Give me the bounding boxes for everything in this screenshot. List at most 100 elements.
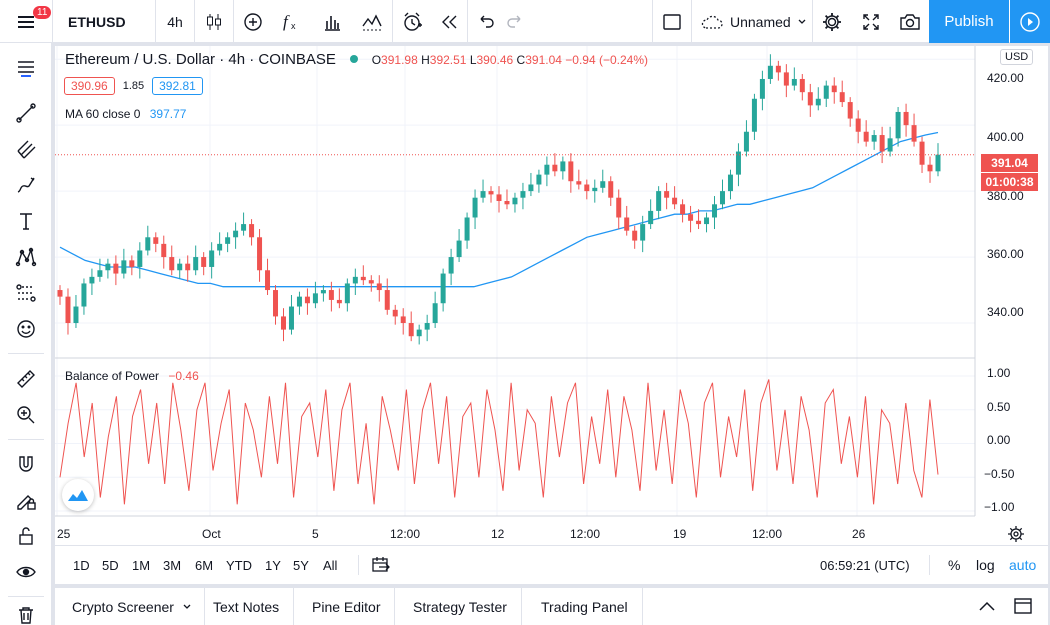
- candle-body: [185, 263, 191, 271]
- hide-drawings-tool[interactable]: [0, 554, 52, 590]
- settings-button[interactable]: [813, 0, 851, 43]
- ma-legend[interactable]: MA 60 close 0 397.77: [65, 107, 187, 121]
- currency-label[interactable]: USD: [1000, 49, 1034, 65]
- sell-button[interactable]: 390.96: [64, 77, 115, 95]
- emoji-tool[interactable]: [0, 311, 52, 347]
- candle-body: [161, 243, 167, 258]
- bid-ask-box: 390.96 1.85 392.81: [64, 77, 203, 95]
- tab-trading-panel[interactable]: Trading Panel: [527, 588, 643, 625]
- candle-body: [273, 290, 279, 317]
- lock-all-tool[interactable]: [0, 518, 52, 554]
- candle-body: [791, 78, 797, 86]
- tab-text-notes[interactable]: Text Notes: [199, 588, 295, 625]
- chart-settings-button[interactable]: [1007, 525, 1025, 546]
- range-button[interactable]: 5Y: [293, 557, 309, 573]
- grid-lines: [55, 46, 976, 517]
- series-title[interactable]: Ethereum / U.S. Dollar · 4h · COINBASE: [65, 51, 336, 68]
- snapshot-button[interactable]: [891, 0, 929, 43]
- range-button[interactable]: 6M: [195, 557, 214, 573]
- lock-drawing-tool[interactable]: [0, 482, 52, 518]
- range-button[interactable]: 1Y: [265, 557, 281, 573]
- candle-body: [656, 191, 662, 211]
- log-toggle[interactable]: log: [976, 557, 995, 573]
- remove-drawings-tool[interactable]: [0, 599, 52, 625]
- fullscreen-button[interactable]: [851, 0, 891, 43]
- magnet-tool[interactable]: [0, 446, 52, 482]
- range-button[interactable]: 1M: [132, 557, 151, 573]
- alert-button[interactable]: [393, 0, 431, 43]
- candle-body: [735, 151, 741, 175]
- svg-text:x: x: [291, 21, 296, 31]
- candle-body: [664, 191, 670, 198]
- templates-button[interactable]: [352, 0, 392, 43]
- layout-menu-button[interactable]: Unnamed: [694, 0, 810, 43]
- candle-body: [847, 102, 853, 119]
- hamburger-menu-icon: [18, 15, 34, 28]
- chart-type-button[interactable]: [195, 0, 233, 43]
- price-tick: 400.00: [987, 130, 1024, 144]
- candle-body: [400, 316, 406, 324]
- undo-button[interactable]: [468, 0, 502, 43]
- tab-pine-editor[interactable]: Pine Editor: [298, 588, 396, 625]
- interval-button[interactable]: 4h: [167, 13, 183, 30]
- financials-button[interactable]: [312, 0, 352, 43]
- bar-chart-icon: [325, 15, 340, 31]
- bop-legend[interactable]: Balance of Power −0.46: [65, 369, 199, 383]
- timezone-clock[interactable]: 06:59:21 (UTC): [820, 557, 910, 573]
- cursor-tool[interactable]: [0, 51, 52, 87]
- publish-button[interactable]: Publish: [929, 0, 1009, 43]
- text-tool[interactable]: [0, 203, 52, 239]
- candle-body: [871, 135, 877, 142]
- chart-canvas[interactable]: [55, 46, 1048, 584]
- symbol-search-button[interactable]: ETHUSD: [68, 13, 126, 30]
- range-button[interactable]: 5D: [102, 557, 119, 573]
- bottom-panel: Crypto Screener Text Notes Pine Editor S…: [55, 588, 1048, 625]
- brush-tool[interactable]: [0, 167, 52, 203]
- compare-float-button[interactable]: [62, 479, 94, 511]
- close-value: 391.04: [525, 53, 562, 67]
- buy-button[interactable]: 392.81: [152, 77, 203, 95]
- range-toolbar: 1D 5D 1M 3M 6M YTD 1Y 5Y All 06:59:21 (U…: [55, 545, 1048, 584]
- prediction-tool[interactable]: [0, 275, 52, 311]
- range-button[interactable]: YTD: [226, 557, 252, 573]
- candle-body: [113, 263, 119, 274]
- measure-tool[interactable]: [0, 361, 52, 397]
- main-menu-button[interactable]: 11: [4, 0, 52, 43]
- maximize-panel-button[interactable]: [1013, 597, 1033, 618]
- candle-body: [432, 303, 438, 324]
- fullscreen-layout-button[interactable]: [653, 0, 691, 43]
- candle-body: [520, 191, 526, 198]
- zoom-tool[interactable]: [0, 397, 52, 433]
- candle-body: [304, 296, 310, 304]
- pattern-tool[interactable]: [0, 239, 52, 275]
- candle-body: [352, 276, 358, 284]
- auto-toggle[interactable]: auto: [1009, 557, 1037, 573]
- market-open-dot: [349, 55, 358, 63]
- pattern-icon: [15, 247, 37, 267]
- candle-body: [336, 299, 342, 304]
- candle-body: [504, 201, 510, 205]
- alarm-clock-icon: [404, 12, 422, 31]
- collapse-panel-button[interactable]: [977, 597, 997, 618]
- play-button[interactable]: [1010, 0, 1050, 43]
- compare-button[interactable]: [234, 0, 272, 43]
- candle-body: [312, 293, 318, 304]
- tab-crypto-screener[interactable]: Crypto Screener: [55, 588, 205, 625]
- goto-date-button[interactable]: [371, 546, 391, 584]
- layout-name: Unnamed: [730, 13, 791, 30]
- range-button[interactable]: All: [323, 557, 338, 573]
- range-button[interactable]: 1D: [73, 557, 90, 573]
- candle-body: [344, 283, 350, 304]
- range-button[interactable]: 3M: [163, 557, 182, 573]
- tab-strategy-tester[interactable]: Strategy Tester: [399, 588, 522, 625]
- redo-button[interactable]: [502, 0, 530, 43]
- fib-tool[interactable]: [0, 131, 52, 167]
- square-icon: [663, 13, 681, 30]
- candle-body: [648, 210, 654, 225]
- percent-toggle[interactable]: %: [948, 557, 961, 573]
- trend-line-tool[interactable]: [0, 95, 52, 131]
- replay-button[interactable]: [431, 0, 467, 43]
- candle-body: [209, 250, 215, 267]
